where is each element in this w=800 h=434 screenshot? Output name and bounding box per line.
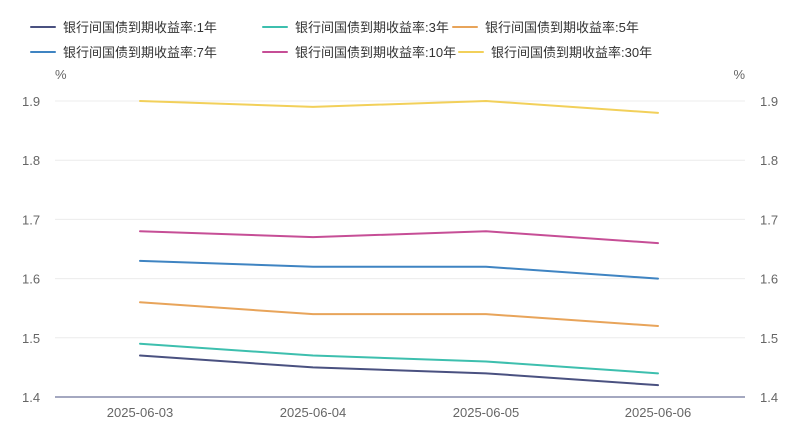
- legend-row-1: 银行间国债到期收益率:1年 银行间国债到期收益率:3年 银行间国债到期收益率:5…: [30, 14, 770, 39]
- series-line-1y[interactable]: [139, 354, 659, 387]
- series-layer: [139, 100, 659, 387]
- x-tick-0: 2025-06-03: [107, 405, 174, 420]
- y-tick-right-5: 1.9: [760, 94, 778, 109]
- legend-item-30y[interactable]: 银行间国债到期收益率:30年: [458, 39, 688, 64]
- series-line-3y[interactable]: [139, 342, 659, 375]
- legend-item-3y[interactable]: 银行间国债到期收益率:3年: [262, 14, 452, 39]
- legend-label-10y: 银行间国债到期收益率:10年: [295, 45, 457, 60]
- legend-swatch-10y: [262, 50, 288, 53]
- legend-label-7y: 银行间国债到期收益率:7年: [63, 45, 217, 60]
- legend-label-5y: 银行间国债到期收益率:5年: [485, 20, 639, 35]
- x-tick-1: 2025-06-04: [280, 405, 347, 420]
- y-tick-left-1: 1.5: [22, 331, 40, 346]
- y-tick-right-4: 1.8: [760, 153, 778, 168]
- y-tick-left-2: 1.6: [22, 272, 40, 287]
- y-tick-right-3: 1.7: [760, 212, 778, 227]
- y-tick-right-2: 1.6: [760, 272, 778, 287]
- y-tick-left-5: 1.9: [22, 94, 40, 109]
- y-tick-right-1: 1.5: [760, 331, 778, 346]
- series-line-30y[interactable]: [139, 100, 659, 114]
- legend-label-30y: 银行间国债到期收益率:30年: [491, 45, 653, 60]
- legend-label-1y: 银行间国债到期收益率:1年: [63, 20, 217, 35]
- series-line-10y[interactable]: [139, 230, 659, 245]
- series-line-7y[interactable]: [139, 259, 659, 280]
- y-tick-right-0: 1.4: [760, 390, 778, 405]
- legend-item-5y[interactable]: 银行间国债到期收益率:5年: [452, 14, 682, 39]
- axis-layer: 1.4 1.4 1.5 1.5 1.6 1.6 1.7 1.7 1.8 1.8 1.9 1.9 2025…: [22, 94, 778, 420]
- grid-layer: [55, 100, 745, 339]
- legend-swatch-7y: [30, 50, 56, 53]
- legend-swatch-5y: [452, 25, 478, 28]
- y-unit-right: %: [733, 67, 745, 82]
- series-line-5y[interactable]: [139, 301, 659, 327]
- x-tick-3: 2025-06-06: [625, 405, 692, 420]
- y-unit-left: %: [55, 67, 67, 82]
- legend-item-1y[interactable]: 银行间国债到期收益率:1年: [30, 14, 262, 39]
- y-tick-left-0: 1.4: [22, 390, 40, 405]
- x-tick-2: 2025-06-05: [453, 405, 520, 420]
- chart-legend: 银行间国债到期收益率:1年 银行间国债到期收益率:3年 银行间国债到期收益率:5…: [30, 14, 770, 64]
- legend-swatch-30y: [458, 50, 484, 53]
- y-tick-left-4: 1.8: [22, 153, 40, 168]
- legend-label-3y: 银行间国债到期收益率:3年: [295, 20, 449, 35]
- legend-row-2: 银行间国债到期收益率:7年 银行间国债到期收益率:10年 银行间国债到期收益率:…: [30, 39, 770, 64]
- legend-item-7y[interactable]: 银行间国债到期收益率:7年: [30, 39, 262, 64]
- y-tick-left-3: 1.7: [22, 212, 40, 227]
- legend-swatch-3y: [262, 25, 288, 28]
- legend-item-10y[interactable]: 银行间国债到期收益率:10年: [262, 39, 458, 64]
- legend-swatch-1y: [30, 25, 56, 28]
